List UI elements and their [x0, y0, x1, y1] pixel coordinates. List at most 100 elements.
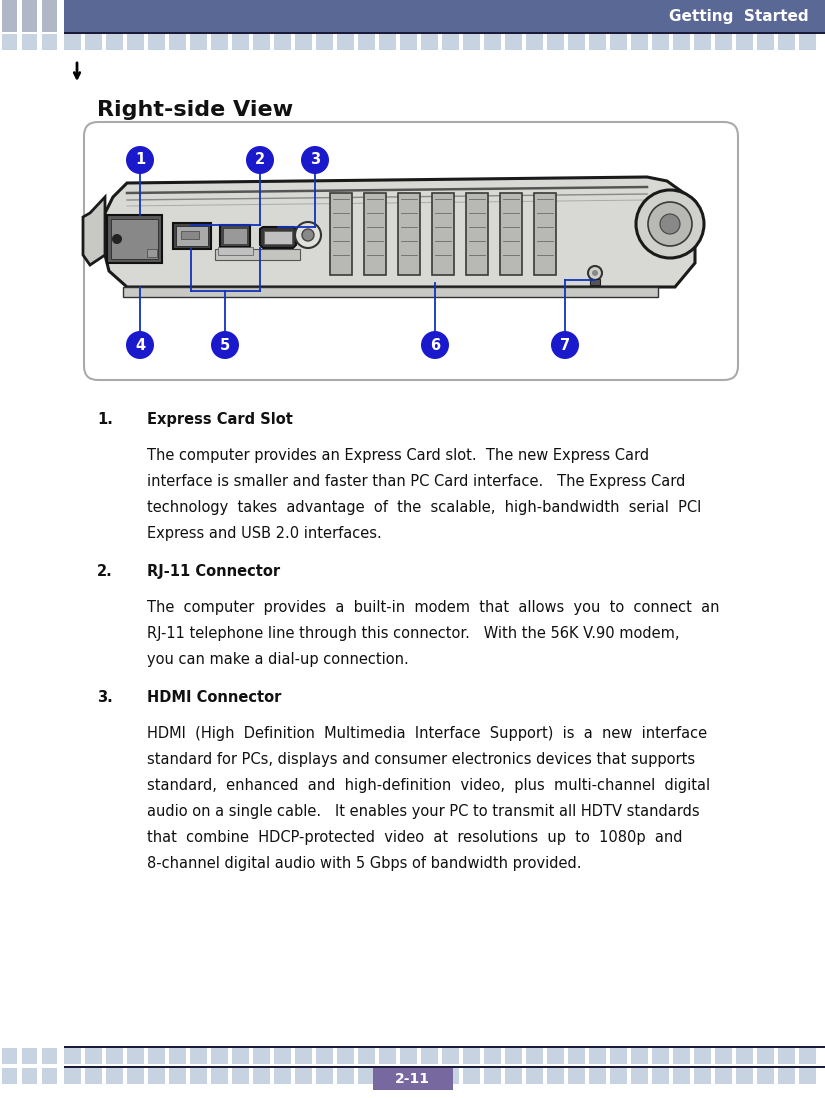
Bar — [736, 1068, 753, 1084]
Bar — [148, 34, 165, 51]
Bar — [505, 1068, 522, 1084]
Bar — [547, 34, 564, 51]
Bar — [2, 1047, 17, 1064]
Bar — [757, 1047, 774, 1064]
Bar — [211, 34, 228, 51]
Circle shape — [592, 270, 598, 276]
Bar — [610, 1047, 627, 1064]
Polygon shape — [215, 249, 300, 260]
Bar — [169, 34, 186, 51]
Text: The computer provides an Express Card slot.  The new Express Card: The computer provides an Express Card sl… — [147, 448, 649, 463]
Bar — [421, 34, 438, 51]
Bar — [253, 1068, 270, 1084]
Bar — [2, 0, 17, 32]
Bar — [169, 1068, 186, 1084]
Bar — [64, 1047, 81, 1064]
Bar — [610, 34, 627, 51]
Bar — [400, 1068, 417, 1084]
Bar — [64, 1046, 825, 1047]
Bar — [64, 32, 825, 34]
Bar — [358, 34, 375, 51]
Bar — [85, 1068, 102, 1084]
Bar — [211, 1068, 228, 1084]
Bar — [22, 0, 37, 32]
Text: RJ-11 Connector: RJ-11 Connector — [147, 564, 280, 579]
Bar — [127, 1068, 144, 1084]
Bar — [232, 34, 249, 51]
Polygon shape — [105, 177, 695, 287]
Bar — [316, 34, 333, 51]
Circle shape — [246, 146, 274, 173]
Text: standard for PCs, displays and consumer electronics devices that supports: standard for PCs, displays and consumer … — [147, 752, 695, 768]
Bar — [274, 1047, 291, 1064]
Bar — [652, 1068, 669, 1084]
Bar — [442, 34, 459, 51]
Bar — [673, 1047, 690, 1064]
Bar — [106, 1068, 123, 1084]
Bar — [778, 34, 795, 51]
Bar — [568, 34, 585, 51]
Bar — [442, 1068, 459, 1084]
Bar — [673, 1068, 690, 1084]
Bar — [778, 1047, 795, 1064]
Bar — [589, 1047, 606, 1064]
Text: Getting  Started: Getting Started — [669, 9, 809, 23]
Bar — [400, 1047, 417, 1064]
Bar — [400, 34, 417, 51]
Bar — [22, 1068, 37, 1084]
Bar — [211, 1047, 228, 1064]
Bar — [190, 34, 207, 51]
Circle shape — [421, 330, 449, 359]
Bar — [295, 1047, 312, 1064]
Bar — [274, 1068, 291, 1084]
Bar — [568, 1068, 585, 1084]
Bar — [42, 0, 57, 32]
Bar — [173, 223, 211, 249]
Bar — [85, 34, 102, 51]
Circle shape — [636, 190, 704, 258]
Bar — [379, 1047, 396, 1064]
Text: 8-channel digital audio with 5 Gbps of bandwidth provided.: 8-channel digital audio with 5 Gbps of b… — [147, 856, 582, 871]
Bar — [2, 1068, 17, 1084]
Bar — [253, 1047, 270, 1064]
Circle shape — [551, 330, 579, 359]
Bar — [610, 1068, 627, 1084]
Bar — [330, 193, 352, 274]
Bar — [218, 247, 253, 255]
Text: Express Card Slot: Express Card Slot — [147, 412, 293, 427]
Bar — [526, 1068, 543, 1084]
Bar — [715, 1068, 732, 1084]
Circle shape — [588, 266, 602, 280]
Bar — [127, 1047, 144, 1064]
Bar — [123, 287, 658, 296]
Bar — [694, 1068, 711, 1084]
Bar — [337, 34, 354, 51]
Polygon shape — [260, 227, 296, 248]
Text: RJ-11 telephone line through this connector.   With the 56K V.90 modem,: RJ-11 telephone line through this connec… — [147, 626, 680, 641]
Bar — [484, 1068, 501, 1084]
Bar — [526, 1047, 543, 1064]
Bar — [107, 215, 162, 264]
Bar — [42, 1047, 57, 1064]
Text: 4: 4 — [135, 337, 145, 352]
Bar — [589, 34, 606, 51]
Bar — [590, 279, 600, 285]
Circle shape — [126, 146, 154, 173]
Bar — [106, 34, 123, 51]
Text: interface is smaller and faster than PC Card interface.   The Express Card: interface is smaller and faster than PC … — [147, 474, 686, 489]
Bar — [421, 1068, 438, 1084]
Text: audio on a single cable.   It enables your PC to transmit all HDTV standards: audio on a single cable. It enables your… — [147, 804, 700, 819]
Bar — [42, 1068, 57, 1084]
Text: you can make a dial-up connection.: you can make a dial-up connection. — [147, 652, 408, 666]
Bar — [484, 1047, 501, 1064]
Bar — [526, 34, 543, 51]
Text: 2: 2 — [255, 153, 265, 168]
Bar — [274, 34, 291, 51]
Bar — [463, 1047, 480, 1064]
Bar — [127, 34, 144, 51]
Bar — [694, 1047, 711, 1064]
Bar — [147, 249, 157, 257]
Bar — [631, 34, 648, 51]
Circle shape — [112, 234, 122, 244]
Bar — [22, 1047, 37, 1064]
